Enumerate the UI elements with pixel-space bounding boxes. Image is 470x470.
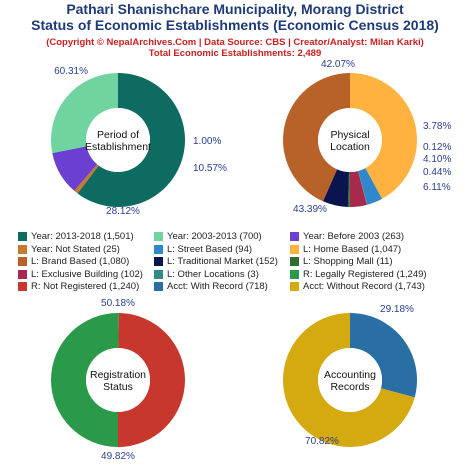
donut-slice-l-brand-based: [283, 73, 350, 202]
pct-label-l-home-based: 42.07%: [321, 59, 355, 70]
donut-slice-acct-without-record: [282, 313, 415, 448]
legend-swatch: [154, 282, 163, 292]
donut-hole: [86, 348, 150, 412]
legend-item-year-not-stated-25: Year: Not Stated (25): [18, 244, 120, 255]
donut-slice-l-street-based: [358, 168, 383, 205]
donut-slice-l-shopping-mall: [347, 171, 350, 207]
pct-label-acct-without-record: 70.82%: [305, 436, 339, 447]
donut-hole: [86, 108, 150, 172]
legend-label: L: Traditional Market (152): [167, 256, 278, 268]
legend-item-l-home-based-1-047: L: Home Based (1,047): [290, 244, 401, 255]
donut-center-title: Period of: [97, 129, 139, 141]
pct-label-r-legally-registered: 50.18%: [101, 298, 135, 309]
donut-slice-year-before-2003: [52, 146, 98, 191]
total-establishments-subtitle: Total Economic Establishments: 2,489: [148, 48, 322, 59]
legend-swatch: [18, 257, 27, 267]
legend-swatch: [18, 244, 27, 254]
legend-swatch: [154, 244, 163, 254]
pct-label-l-street-based: 3.78%: [423, 121, 451, 132]
donut-slice-r-legally-registered: [51, 313, 119, 447]
donut-center-title: Physical: [330, 129, 369, 141]
legend-item-year-before-2003-263: Year: Before 2003 (263): [290, 231, 404, 242]
pct-label-acct-with-record: 29.18%: [380, 304, 414, 315]
legend-item-acct-without-record-1-743: Acct: Without Record (1,743): [290, 281, 425, 292]
pct-label-l-other-locations: 0.12%: [423, 142, 451, 153]
legend-swatch: [290, 269, 299, 279]
legend-label: Acct: With Record (718): [167, 281, 268, 293]
copyright-subtitle: (Copyright © NepalArchives.Com | Data So…: [46, 37, 424, 48]
pct-label-l-exclusive-building: 4.10%: [423, 154, 451, 165]
donut-center-title: Records: [330, 381, 369, 393]
legend-label: R: Not Registered (1,240): [31, 281, 140, 293]
chart-title-line2: Status of Economic Establishments (Econo…: [31, 17, 439, 33]
donut-slice-l-home-based: [349, 73, 417, 199]
donut-slice-year-2013-2018: [77, 73, 185, 207]
donut-center-title: Establishment: [85, 141, 151, 153]
pct-label-l-traditional-market: 6.11%: [423, 182, 451, 193]
legend-label: R: Legally Registered (1,249): [303, 268, 427, 280]
pct-label-l-brand-based: 43.39%: [293, 204, 327, 215]
legend-label: L: Brand Based (1,080): [31, 256, 130, 268]
legend-label: L: Exclusive Building (102): [31, 268, 143, 280]
legend-swatch: [290, 257, 299, 267]
legend-swatch: [154, 232, 163, 241]
legend-item-l-traditional-market-152: L: Traditional Market (152): [154, 256, 278, 267]
donut-center-title: Location: [330, 141, 370, 153]
legend-item-l-brand-based-1-080: L: Brand Based (1,080): [18, 256, 129, 267]
legend-swatch: [18, 232, 27, 241]
pct-label-year-2003-2013: 28.12%: [106, 206, 140, 217]
legend-label: Year: Not Stated (25): [31, 243, 120, 255]
legend-item-l-other-locations-3: L: Other Locations (3): [154, 269, 259, 280]
legend-item-r-legally-registered-1-249: R: Legally Registered (1,249): [290, 269, 427, 280]
legend-swatch: [154, 269, 163, 279]
legend-item-year-2013-2018-1-501: Year: 2013-2018 (1,501): [18, 231, 134, 242]
legend-label: Year: 2003-2013 (700): [167, 231, 262, 242]
legend-label: Acct: Without Record (1,743): [303, 281, 425, 293]
legend-item-l-exclusive-building-102: L: Exclusive Building (102): [18, 269, 143, 280]
donut-slice-l-traditional-market: [322, 169, 349, 207]
legend-label: Year: Before 2003 (263): [303, 231, 405, 242]
legend-swatch: [18, 282, 27, 292]
pct-label-year-not-stated: 1.00%: [193, 136, 221, 147]
legend-item-l-street-based-94: L: Street Based (94): [154, 244, 252, 255]
donut-slice-l-exclusive-building: [349, 170, 367, 208]
legend-item-l-shopping-mall-11: L: Shopping Mall (11): [290, 256, 393, 267]
legend-label: Year: 2013-2018 (1,501): [31, 231, 134, 242]
legend-swatch: [290, 244, 299, 254]
legend-item-r-not-registered-1-240: R: Not Registered (1,240): [18, 281, 139, 292]
pct-label-l-shopping-mall: 0.44%: [423, 167, 451, 178]
donut-slice-year-not-stated: [74, 164, 99, 194]
legend-label: L: Shopping Mall (11): [303, 256, 393, 268]
legend-swatch: [290, 232, 299, 241]
donut-slice-r-not-registered: [118, 313, 186, 447]
pct-label-year-2013-2018: 60.31%: [54, 66, 88, 77]
donut-center-title: Registration: [90, 369, 146, 381]
legend-item-year-2003-2013-700: Year: 2003-2013 (700): [154, 231, 262, 242]
pct-label-r-not-registered: 49.82%: [101, 451, 135, 462]
legend-swatch: [154, 257, 163, 267]
donut-hole: [318, 108, 382, 172]
legend-item-acct-with-record-718: Acct: With Record (718): [154, 281, 268, 292]
donut-slice-year-2003-2013: [51, 73, 118, 154]
donut-slice-l-other-locations: [358, 170, 368, 205]
donut-hole: [318, 348, 382, 412]
donut-slice-acct-with-record: [349, 313, 417, 398]
legend-label: L: Street Based (94): [167, 243, 253, 255]
chart-title-line1: Pathari Shanishchare Municipality, Moran…: [66, 1, 404, 17]
legend-label: L: Other Locations (3): [167, 268, 259, 280]
pct-label-year-before-2003: 10.57%: [193, 163, 227, 174]
legend-swatch: [290, 282, 299, 292]
legend-swatch: [18, 269, 27, 279]
legend-label: L: Home Based (1,047): [303, 243, 402, 255]
donut-center-title: Status: [103, 381, 133, 393]
donut-center-title: Accounting: [324, 369, 376, 381]
